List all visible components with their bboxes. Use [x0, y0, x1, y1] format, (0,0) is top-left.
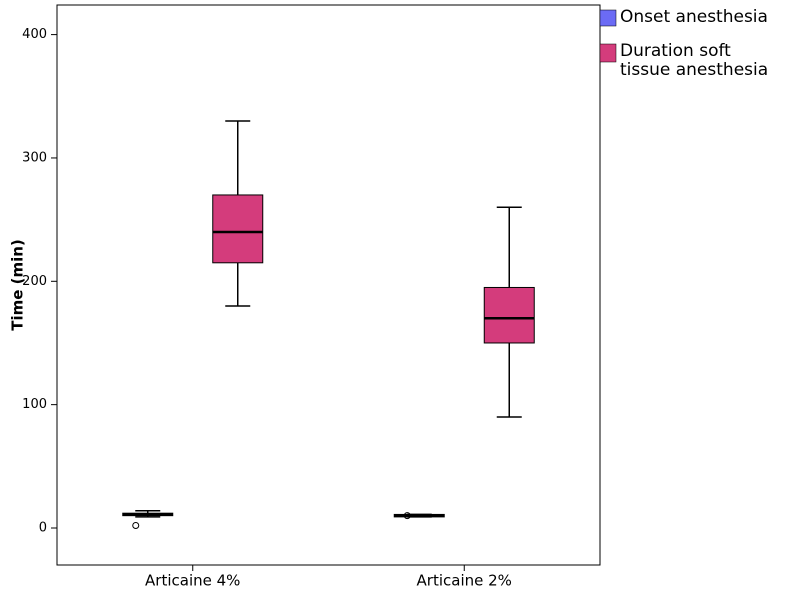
legend-swatch — [599, 43, 617, 63]
outlier — [132, 522, 140, 530]
legend-swatch — [599, 9, 617, 27]
y-tick-label: 200 — [22, 274, 47, 289]
y-axis-label: Time (min) — [9, 239, 27, 331]
x-tick-label: Articaine 2% — [417, 572, 512, 590]
box — [212, 194, 264, 264]
legend-label: Onset anesthesia — [620, 7, 768, 27]
y-tick-label: 400 — [22, 27, 47, 42]
x-tick-label: Articaine 4% — [145, 572, 240, 590]
y-tick-label: 0 — [39, 520, 47, 535]
box — [483, 286, 535, 344]
y-tick-label: 100 — [22, 397, 47, 412]
outlier — [403, 512, 411, 520]
plot-frame — [56, 4, 601, 566]
y-tick-label: 300 — [22, 150, 47, 165]
legend-label: Duration soft tissue anesthesia — [620, 41, 769, 80]
